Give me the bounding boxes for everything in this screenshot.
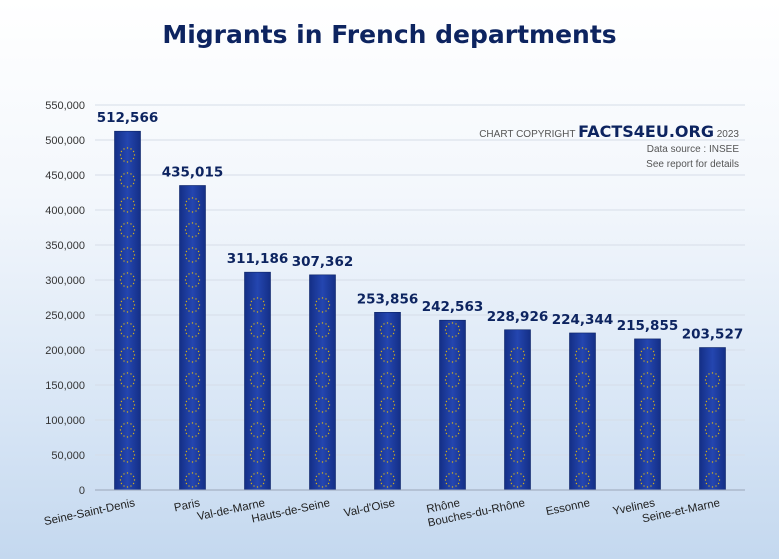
bar-group: 253,856 xyxy=(357,291,419,491)
bar-star-pattern xyxy=(574,347,591,488)
bar-star-pattern xyxy=(249,297,266,488)
bar-star-pattern xyxy=(444,322,461,488)
data-label: 224,344 xyxy=(552,312,614,328)
x-tick-label: Val-d'Oise xyxy=(343,497,396,520)
bar-group: 215,855 xyxy=(617,318,679,491)
data-label: 228,926 xyxy=(487,309,549,325)
data-label: 512,566 xyxy=(97,110,159,126)
bar xyxy=(309,274,336,491)
credit-brand: FACTS4EU.ORG xyxy=(578,122,714,141)
bar-star-pattern xyxy=(314,297,331,488)
bar xyxy=(634,338,661,491)
data-label: 307,362 xyxy=(292,254,354,270)
data-label: 311,186 xyxy=(227,251,289,267)
data-label: 203,527 xyxy=(682,327,744,343)
y-tick-label: 550,000 xyxy=(45,100,85,112)
y-tick-label: 350,000 xyxy=(45,240,85,252)
y-tick-label: 0 xyxy=(79,485,85,497)
bar-group: 224,344 xyxy=(552,312,614,491)
bar-group: 307,362 xyxy=(292,254,354,491)
bar-group: 435,015 xyxy=(162,164,224,491)
x-axis: Seine-Saint-Denis ParisVal-de-MarneHauts-… xyxy=(43,489,745,530)
credit-year: 2023 xyxy=(716,129,739,140)
y-tick-label: 300,000 xyxy=(45,275,85,287)
bar xyxy=(504,329,531,491)
data-label: 253,856 xyxy=(357,291,419,307)
bar-star-pattern xyxy=(184,197,201,488)
bar-group: 228,926 xyxy=(487,309,549,491)
x-tick-label: Essonne xyxy=(545,497,591,518)
y-tick-label: 150,000 xyxy=(45,380,85,392)
bars: 512,566 435,015 311,186 307,362 253,856 242,5… xyxy=(97,110,744,491)
credit-source: Data source : INSEE xyxy=(646,144,739,155)
bar xyxy=(179,185,206,491)
bar-star-pattern xyxy=(639,347,656,488)
bar-group: 203,527 xyxy=(682,327,744,491)
bar-star-pattern xyxy=(119,147,136,488)
bar-group: 512,566 xyxy=(97,110,159,491)
y-tick-label: 450,000 xyxy=(45,170,85,182)
chart-title: Migrants in French departments xyxy=(162,20,617,49)
x-tick-label: Paris xyxy=(173,497,201,514)
y-tick-label: 500,000 xyxy=(45,135,85,147)
bar xyxy=(374,312,401,491)
x-tick-label: Seine-Saint-Denis xyxy=(43,497,136,528)
bar-star-pattern xyxy=(509,347,526,488)
bar xyxy=(244,271,271,491)
data-label: 242,563 xyxy=(422,299,484,315)
y-axis: 0 50,000 100,000 150,000 200,000 250,000 300,0… xyxy=(45,100,85,497)
bar-group: 311,186 xyxy=(227,251,289,491)
bar xyxy=(114,130,141,491)
chart-credit: CHART COPYRIGHT FACTS4EU.ORG 2023 Data s… xyxy=(479,124,739,172)
credit-note: See report for details xyxy=(646,159,739,170)
bar-star-pattern xyxy=(704,372,721,488)
y-tick-label: 50,000 xyxy=(51,450,85,462)
bar xyxy=(439,319,466,491)
data-label: 435,015 xyxy=(162,164,224,180)
bar-group: 242,563 xyxy=(422,299,484,491)
y-tick-label: 400,000 xyxy=(45,205,85,217)
credit-prefix: CHART COPYRIGHT xyxy=(479,129,576,140)
y-tick-label: 200,000 xyxy=(45,345,85,357)
data-label: 215,855 xyxy=(617,318,679,334)
bar-star-pattern xyxy=(379,322,396,488)
y-tick-label: 250,000 xyxy=(45,310,85,322)
bar xyxy=(699,347,726,491)
y-tick-label: 100,000 xyxy=(45,415,85,427)
